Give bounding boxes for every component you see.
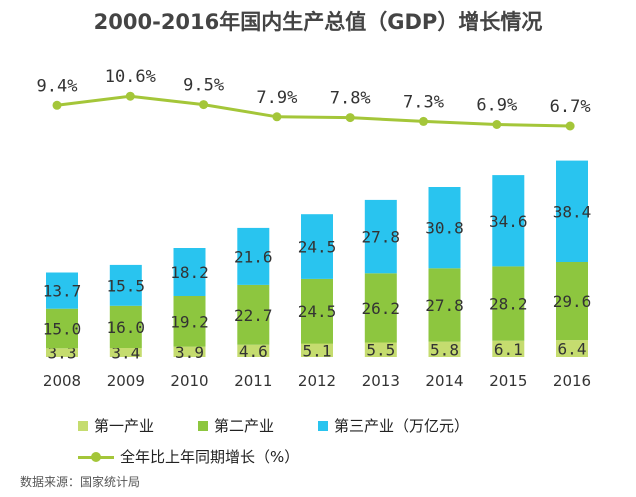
x-tick-label-2012: 2012 <box>298 372 336 390</box>
growth-value-label-4: 7.8% <box>330 89 371 109</box>
bar-segment-3-2013 <box>364 199 397 274</box>
bar-segment-3-2010 <box>173 248 206 296</box>
bar-value-label-2-2008: 15.0 <box>43 320 82 339</box>
legend-label-primary: 第一产业 <box>94 417 155 435</box>
x-axis: 2008 2009 2010 2011 2012 2013 2014 2015 2016 <box>43 372 591 390</box>
bar-value-label-3-2008: 13.7 <box>43 282 82 301</box>
growth-point-0 <box>52 100 62 110</box>
bar-segment-3-2016 <box>556 160 588 262</box>
bar-segment-1-2010 <box>173 346 206 357</box>
growth-line-group: 9.4% 10.6% 9.5% 7.9% 7.8% 7.3% 6.9% 6.7% <box>37 67 591 131</box>
x-tick-label-2011: 2011 <box>234 372 272 390</box>
bar-segment-1-2014 <box>428 341 461 357</box>
growth-point-2 <box>199 100 209 110</box>
x-tick-label-2009: 2009 <box>107 372 145 390</box>
legend-swatch-primary <box>78 420 88 431</box>
growth-point-1 <box>125 91 135 101</box>
bar-segment-2-2014 <box>428 268 461 342</box>
chart-title: 2000-2016年国内生产总值（GDP）增长情况 <box>93 10 543 34</box>
bar-segment-1-2008 <box>46 348 78 357</box>
bar-segment-3-2008 <box>46 272 78 309</box>
source-note: 数据来源：国家统计局 <box>20 475 141 489</box>
legend-line-swatch <box>78 451 114 462</box>
bar-value-label-2-2011: 22.7 <box>234 306 273 325</box>
bar-value-label-2-2016: 29.6 <box>553 292 592 311</box>
x-tick-label-2014: 2014 <box>425 372 463 390</box>
bar-value-label-3-2016: 38.4 <box>553 202 592 221</box>
growth-value-label-1: 10.6% <box>105 67 156 87</box>
bar-segment-1-2011 <box>237 344 270 357</box>
bar-value-label-3-2010: 18.2 <box>170 263 209 282</box>
bar-segment-1-2009 <box>109 348 142 357</box>
x-tick-label-2010: 2010 <box>170 372 208 390</box>
bar-segment-2-2013 <box>364 273 397 343</box>
bar-value-label-1-2015: 6.1 <box>494 340 523 359</box>
bar-segment-3-2015 <box>492 175 525 267</box>
bar-segment-3-2011 <box>237 227 270 285</box>
growth-point-6 <box>492 120 502 129</box>
bar-value-label-2-2015: 28.2 <box>489 295 528 314</box>
legend-item-secondary: 第二产业 <box>198 415 274 436</box>
bars-group: 3.3 15.0 13.7 3.4 16.0 15.5 3.9 19.2 18.2 4.6 22.7… <box>43 160 592 363</box>
growth-point-7 <box>565 121 575 131</box>
bar-segment-2-2015 <box>492 266 525 341</box>
bar-segment-1-2015 <box>492 340 525 357</box>
bar-segment-2-2011 <box>237 284 270 345</box>
bar-segment-2-2010 <box>173 296 206 347</box>
x-tick-label-2015: 2015 <box>489 372 527 390</box>
legend-label-secondary: 第二产业 <box>214 417 275 435</box>
growth-value-label-5: 7.3% <box>403 92 444 112</box>
growth-value-label-3: 7.9% <box>256 88 297 108</box>
bar-segment-1-2012 <box>301 343 333 357</box>
growth-value-label-0: 9.4% <box>37 76 78 96</box>
bar-segment-3-2009 <box>109 264 142 306</box>
legend-label-tertiary: 第三产业（万亿元） <box>334 417 470 435</box>
x-tick-label-2016: 2016 <box>553 372 591 390</box>
bar-value-label-1-2011: 4.6 <box>239 342 268 361</box>
legend-swatch-tertiary <box>318 420 328 431</box>
growth-point-5 <box>419 116 428 126</box>
bar-value-label-1-2010: 3.9 <box>175 343 204 362</box>
legend-swatch-secondary <box>198 420 208 431</box>
bar-segment-2-2009 <box>109 305 142 348</box>
legend-item-growth: 全年比上年同期增长（%） <box>78 446 299 467</box>
bar-segment-2-2012 <box>301 278 333 344</box>
bar-segment-3-2014 <box>428 187 461 269</box>
growth-point-4 <box>345 113 355 123</box>
bar-value-label-2-2014: 27.8 <box>425 296 464 315</box>
bar-value-label-3-2014: 30.8 <box>425 219 464 238</box>
bar-value-label-1-2014: 5.8 <box>430 340 459 359</box>
bar-value-label-2-2012: 24.5 <box>298 302 337 321</box>
bar-segment-1-2013 <box>364 342 397 357</box>
bar-value-label-3-2015: 34.6 <box>489 212 528 231</box>
bar-value-label-1-2012: 5.1 <box>303 341 332 360</box>
bar-value-label-2-2009: 16.0 <box>107 318 146 337</box>
bar-value-label-1-2008: 3.3 <box>48 344 77 363</box>
legend-label-growth: 全年比上年同期增长（%） <box>120 448 300 466</box>
bar-value-label-1-2009: 3.4 <box>111 344 140 363</box>
bar-value-label-1-2013: 5.5 <box>366 341 395 360</box>
bar-segment-1-2016 <box>556 340 588 357</box>
bar-value-label-1-2016: 6.4 <box>558 340 587 359</box>
bar-value-label-2-2010: 19.2 <box>170 312 209 331</box>
bar-segment-2-2016 <box>556 262 588 341</box>
bar-value-label-3-2009: 15.5 <box>107 276 146 295</box>
bar-value-label-2-2013: 26.2 <box>362 299 401 318</box>
growth-value-label-2: 9.5% <box>183 76 224 96</box>
growth-line <box>56 94 571 128</box>
bar-value-label-3-2013: 27.8 <box>362 228 401 247</box>
x-tick-label-2013: 2013 <box>362 372 400 390</box>
bar-value-label-3-2012: 24.5 <box>298 238 337 257</box>
legend-item-primary: 第一产业 <box>78 415 154 436</box>
bar-segment-3-2012 <box>301 214 333 279</box>
growth-value-label-7: 6.7% <box>550 97 591 117</box>
growth-value-label-6: 6.9% <box>476 96 517 116</box>
bar-value-label-3-2011: 21.6 <box>234 247 273 266</box>
bar-segment-2-2008 <box>46 308 78 349</box>
growth-point-3 <box>272 112 282 122</box>
x-tick-label-2008: 2008 <box>43 372 81 390</box>
legend-item-tertiary: 第三产业（万亿元） <box>318 415 469 436</box>
